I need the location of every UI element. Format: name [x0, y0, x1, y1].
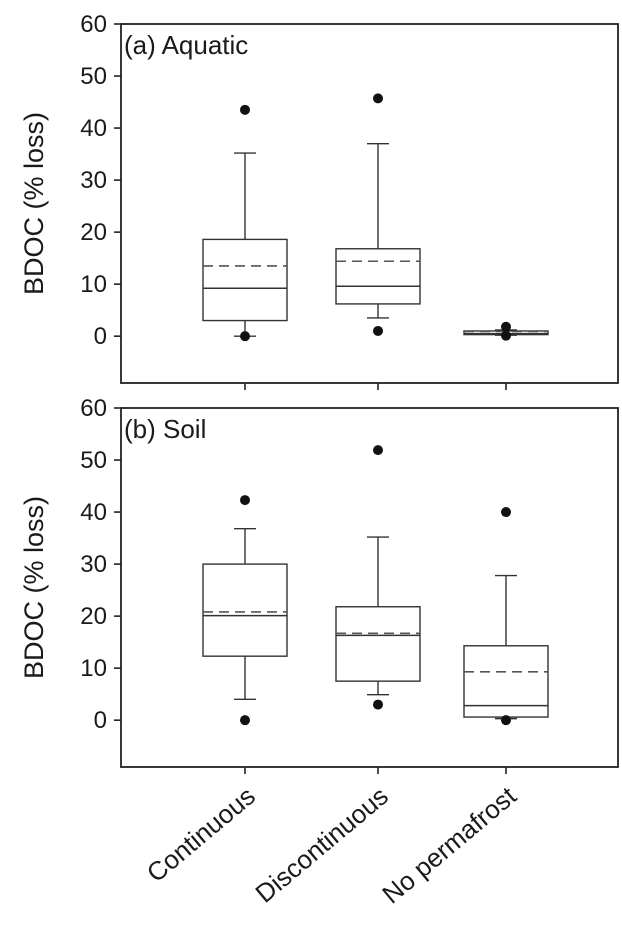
panel-1-y-axis-title: BDOC (% loss) — [19, 112, 49, 295]
panel-2-box-1-outlier-point — [240, 715, 250, 726]
panel-2-box-3-outlier-point — [501, 715, 511, 726]
panel-1-y-tick-label: 50 — [80, 63, 107, 90]
panel-1-box-1-outlier-point — [240, 331, 250, 342]
panel-1-y-tick-label: 10 — [80, 271, 107, 298]
panel-1-y-tick-label: 30 — [80, 167, 107, 194]
panel-1-box-2-outlier-point — [373, 325, 383, 336]
panel-2-box-1-outlier-point — [240, 495, 250, 506]
panel-2-y-tick-label: 20 — [80, 603, 107, 630]
panel-2-box-2-outlier-point — [373, 445, 383, 456]
panel-2-y-tick-label: 50 — [80, 447, 107, 474]
panel-2-y-tick-label: 30 — [80, 551, 107, 578]
x-category-label: No permafrost — [376, 780, 522, 909]
panel-2-y-tick-label: 60 — [80, 395, 107, 422]
panel-1-box-1-iqr-box — [202, 238, 288, 322]
panel-1-y-tick-label: 20 — [80, 219, 107, 246]
panel-2-y-axis-title: BDOC (% loss) — [19, 496, 49, 679]
panel-2-panel-label: (b) Soil — [124, 414, 206, 444]
panel-2-plot-frame — [120, 407, 619, 768]
panel-2-y-tick-label: 40 — [80, 499, 107, 526]
x-category-label: Continuous — [141, 781, 261, 889]
panel-2-box-1-iqr-box — [202, 563, 288, 657]
panel-1-y-tick-label: 60 — [80, 11, 107, 38]
panel-2-box-2-outlier-point — [373, 699, 383, 710]
panel-2-box-3-iqr-box — [463, 645, 549, 718]
panel-1-box-1-outlier-point — [240, 104, 250, 115]
panel-1-box-2-iqr-box — [335, 248, 421, 305]
panel-2-box-3-outlier-point — [501, 507, 511, 518]
panel-1-panel-label: (a) Aquatic — [124, 30, 248, 60]
panel-2-y-tick-label: 0 — [94, 707, 107, 734]
x-category-label: Discontinuous — [249, 781, 393, 909]
panel-1-box-2-outlier-point — [373, 93, 383, 104]
panel-1-y-tick-label: 0 — [94, 323, 107, 350]
panel-1-plot-frame — [120, 23, 619, 384]
panel-1-box-3-outlier-point — [501, 321, 511, 332]
panel-2-y-tick-label: 10 — [80, 655, 107, 682]
panel-1-box-3-outlier-point — [501, 330, 511, 341]
panel-2-box-2-iqr-box — [335, 606, 421, 682]
panel-1-y-tick-label: 40 — [80, 115, 107, 142]
